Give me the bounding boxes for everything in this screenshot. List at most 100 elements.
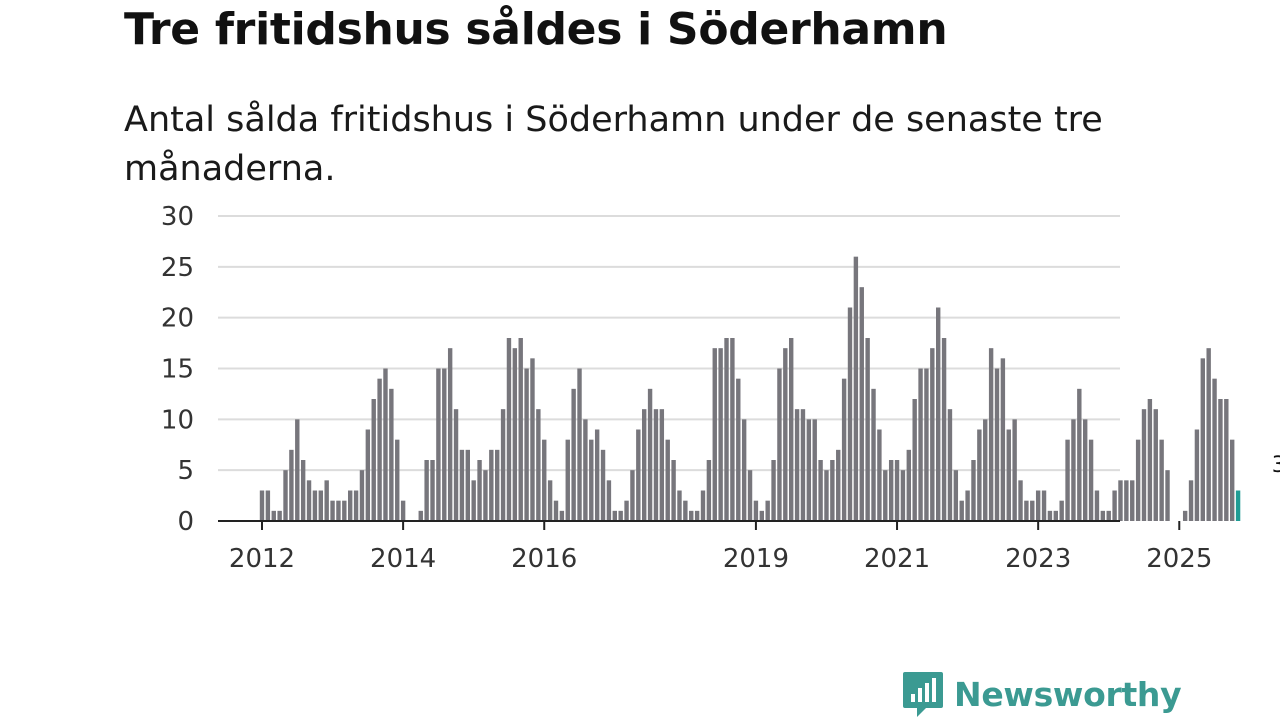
bar bbox=[1141, 409, 1147, 521]
bar bbox=[747, 470, 753, 521]
bar bbox=[400, 500, 406, 521]
bar bbox=[1006, 429, 1011, 521]
bar bbox=[594, 429, 600, 521]
bar bbox=[983, 419, 988, 521]
x-tick-label: 2019 bbox=[723, 544, 789, 574]
annotation-halo bbox=[1264, 450, 1280, 478]
bar bbox=[1041, 490, 1047, 521]
bar bbox=[1235, 490, 1241, 521]
bar bbox=[777, 368, 782, 521]
bar bbox=[277, 510, 282, 521]
bar bbox=[865, 338, 870, 521]
bar bbox=[636, 429, 641, 521]
bar bbox=[671, 460, 676, 521]
bar bbox=[1182, 510, 1188, 521]
bar bbox=[447, 348, 453, 521]
bar bbox=[1077, 388, 1082, 521]
bar bbox=[677, 490, 682, 521]
bar bbox=[518, 338, 523, 521]
bar bbox=[941, 338, 947, 521]
bar bbox=[1018, 480, 1023, 521]
x-tick-label: 2023 bbox=[1005, 544, 1071, 574]
bar bbox=[888, 460, 894, 521]
bar bbox=[330, 500, 335, 521]
bar bbox=[1188, 480, 1194, 521]
bar bbox=[689, 510, 694, 521]
bar bbox=[771, 460, 776, 521]
bar bbox=[536, 409, 541, 521]
bar bbox=[1147, 399, 1153, 521]
bar bbox=[971, 460, 976, 521]
y-axis-tick-labels: 0 5 10 15 20 25 30 bbox=[161, 202, 194, 537]
bar bbox=[365, 429, 371, 521]
bar bbox=[547, 480, 553, 521]
bar bbox=[1094, 490, 1100, 521]
bar bbox=[753, 500, 759, 521]
bar bbox=[759, 510, 764, 521]
bar bbox=[600, 449, 606, 521]
bar bbox=[500, 409, 506, 521]
bar bbox=[1106, 510, 1111, 521]
bar bbox=[765, 500, 770, 521]
bar bbox=[800, 409, 806, 521]
bar bbox=[894, 460, 900, 521]
bar bbox=[665, 439, 670, 521]
x-axis-ticks: 2012 2014 2016 2019 2021 2023 2025 bbox=[229, 521, 1212, 574]
x-tick-label: 2016 bbox=[511, 544, 577, 574]
bar bbox=[395, 439, 400, 521]
bar bbox=[841, 378, 847, 521]
annotation-label: 3 bbox=[1272, 453, 1280, 478]
bar bbox=[477, 460, 482, 521]
y-tick-label: 5 bbox=[177, 456, 194, 486]
bar bbox=[1059, 500, 1064, 521]
x-tick-label: 2014 bbox=[370, 544, 436, 574]
y-tick-label: 15 bbox=[161, 355, 194, 385]
bar bbox=[906, 449, 911, 521]
bar bbox=[853, 256, 859, 521]
bar bbox=[730, 338, 735, 521]
bar bbox=[565, 439, 570, 521]
bar bbox=[624, 500, 629, 521]
bar bbox=[389, 388, 394, 521]
y-tick-label: 0 bbox=[177, 507, 194, 537]
bar bbox=[900, 470, 906, 521]
bar bbox=[783, 348, 788, 521]
bar bbox=[947, 409, 953, 521]
value-annotation: 3 bbox=[1264, 450, 1280, 478]
bar bbox=[289, 449, 294, 521]
bar bbox=[1100, 510, 1106, 521]
bar bbox=[959, 500, 964, 521]
bar bbox=[542, 439, 547, 521]
bar bbox=[789, 338, 794, 521]
bar bbox=[1071, 419, 1076, 521]
bar bbox=[424, 460, 429, 521]
bar bbox=[295, 419, 300, 521]
bar bbox=[583, 419, 588, 521]
bar bbox=[359, 470, 365, 521]
bar bbox=[953, 470, 959, 521]
bar bbox=[1047, 510, 1053, 521]
bar bbox=[1206, 348, 1211, 521]
bar bbox=[559, 510, 565, 521]
bar bbox=[1088, 439, 1094, 521]
chart-subtitle: Antal sålda fritidshus i Söderhamn under… bbox=[124, 100, 1103, 189]
bar bbox=[300, 460, 306, 521]
bar bbox=[1124, 480, 1129, 521]
bar bbox=[1083, 419, 1088, 521]
bar bbox=[324, 480, 329, 521]
bar bbox=[436, 368, 441, 521]
bar bbox=[1035, 490, 1041, 521]
bar bbox=[465, 449, 470, 521]
bar bbox=[977, 429, 982, 521]
bar bbox=[371, 399, 376, 521]
bar bbox=[1165, 470, 1170, 521]
y-tick-label: 10 bbox=[161, 405, 194, 435]
gridlines bbox=[218, 215, 1120, 472]
bar bbox=[724, 338, 729, 521]
bar bbox=[806, 419, 812, 521]
bar bbox=[859, 287, 864, 521]
bar bbox=[965, 490, 970, 521]
bar bbox=[512, 348, 518, 521]
bar bbox=[712, 348, 717, 521]
